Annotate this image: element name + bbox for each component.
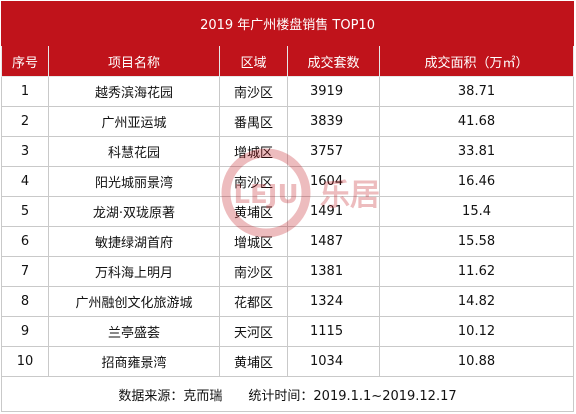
table-row: 8 广州融创文化旅游城 花都区 1324 14.82 (1, 286, 575, 317)
cell-units-sold: 1034 (287, 346, 380, 377)
cell-project-name: 广州融创文化旅游城 (48, 286, 220, 317)
cell-units-sold: 1324 (287, 286, 380, 317)
cell-district: 增城区 (219, 136, 288, 167)
cell-project-name: 阳光城丽景湾 (48, 166, 220, 197)
cell-rank: 1 (1, 76, 49, 107)
header-units-sold: 成交套数 (287, 45, 380, 77)
cell-district: 黄埔区 (219, 196, 288, 227)
cell-district: 南沙区 (219, 76, 288, 107)
cell-project-name: 越秀滨海花园 (48, 76, 220, 107)
header-project-name: 项目名称 (48, 45, 220, 77)
cell-project-name: 敏捷绿湖首府 (48, 226, 220, 257)
cell-rank: 3 (1, 136, 49, 167)
cell-units-sold: 3757 (287, 136, 380, 167)
cell-project-name: 科慧花园 (48, 136, 220, 167)
cell-rank: 5 (1, 196, 49, 227)
table-row: 1 越秀滨海花园 南沙区 3919 38.71 (1, 76, 575, 107)
cell-units-sold: 1491 (287, 196, 380, 227)
table-row: 10 招商雍景湾 黄埔区 1034 10.88 (1, 346, 575, 377)
cell-area-sold: 41.68 (378, 106, 575, 137)
table-title-row: 2019 年广州楼盘销售 TOP10 (0, 1, 575, 46)
table-row: 5 龙湖·双珑原著 黄埔区 1491 15.4 (1, 196, 575, 227)
table-title: 2019 年广州楼盘销售 TOP10 (0, 1, 575, 46)
table-row: 9 兰亭盛荟 天河区 1115 10.12 (1, 316, 575, 347)
cell-district: 花都区 (219, 286, 288, 317)
cell-area-sold: 15.58 (378, 226, 575, 257)
cell-units-sold: 1381 (287, 256, 380, 287)
table-footer-row: 数据来源：克而瑞 统计时间：2019.1.1~2019.12.17 (0, 376, 575, 412)
cell-district: 天河区 (219, 316, 288, 347)
cell-rank: 8 (1, 286, 49, 317)
cell-project-name: 广州亚运城 (48, 106, 220, 137)
data-source-note: 数据来源：克而瑞 统计时间：2019.1.1~2019.12.17 (0, 376, 575, 412)
cell-area-sold: 11.62 (378, 256, 575, 287)
table-row: 7 万科海上明月 南沙区 1381 11.62 (1, 256, 575, 287)
cell-district: 番禺区 (219, 106, 288, 137)
table-row: 4 阳光城丽景湾 南沙区 1604 16.46 (1, 166, 575, 197)
cell-project-name: 万科海上明月 (48, 256, 220, 287)
table-row: 3 科慧花园 增城区 3757 33.81 (1, 136, 575, 167)
cell-rank: 2 (1, 106, 49, 137)
table-row: 2 广州亚运城 番禺区 3839 41.68 (1, 106, 575, 137)
cell-district: 南沙区 (219, 256, 288, 287)
cell-area-sold: 10.88 (378, 346, 575, 377)
cell-project-name: 龙湖·双珑原著 (48, 196, 220, 227)
cell-rank: 7 (1, 256, 49, 287)
cell-rank: 9 (1, 316, 49, 347)
header-area-sold: 成交面积（万㎡） (378, 45, 575, 77)
cell-project-name: 招商雍景湾 (48, 346, 220, 377)
cell-district: 黄埔区 (219, 346, 288, 377)
cell-units-sold: 3919 (287, 76, 380, 107)
cell-area-sold: 33.81 (378, 136, 575, 167)
cell-units-sold: 3839 (287, 106, 380, 137)
cell-units-sold: 1487 (287, 226, 380, 257)
table-body: 1 越秀滨海花园 南沙区 3919 38.71 2 广州亚运城 番禺区 3839… (1, 76, 575, 377)
cell-district: 南沙区 (219, 166, 288, 197)
cell-district: 增城区 (219, 226, 288, 257)
cell-units-sold: 1115 (287, 316, 380, 347)
header-district: 区域 (219, 45, 288, 77)
cell-rank: 4 (1, 166, 49, 197)
cell-area-sold: 10.12 (378, 316, 575, 347)
header-rank: 序号 (1, 45, 49, 77)
cell-project-name: 兰亭盛荟 (48, 316, 220, 347)
cell-rank: 6 (1, 226, 49, 257)
cell-rank: 10 (1, 346, 49, 377)
table-row: 6 敏捷绿湖首府 增城区 1487 15.58 (1, 226, 575, 257)
cell-area-sold: 14.82 (378, 286, 575, 317)
cell-area-sold: 38.71 (378, 76, 575, 107)
table-header-row: 序号 项目名称 区域 成交套数 成交面积（万㎡） (1, 45, 575, 77)
cell-area-sold: 15.4 (378, 196, 575, 227)
cell-area-sold: 16.46 (378, 166, 575, 197)
cell-units-sold: 1604 (287, 166, 380, 197)
